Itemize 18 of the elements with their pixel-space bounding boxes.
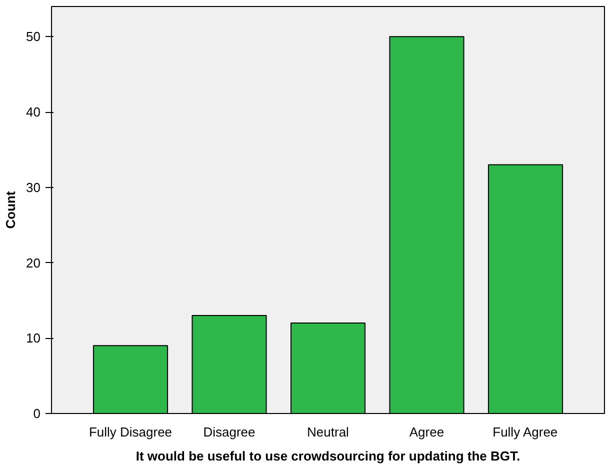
x-tick-label: Neutral xyxy=(307,424,350,440)
bar xyxy=(290,322,366,414)
bar xyxy=(192,315,267,414)
y-tick-label: 10 xyxy=(26,330,41,346)
bar xyxy=(488,164,564,414)
x-tick-label: Fully Agree xyxy=(492,424,558,440)
x-tick-label: Agree xyxy=(409,424,444,440)
y-tick-label: 30 xyxy=(26,180,41,195)
y-tick-label: 20 xyxy=(26,255,41,270)
y-tick-label: 0 xyxy=(33,406,41,421)
y-axis-title: Count xyxy=(3,190,18,229)
bar xyxy=(92,345,168,414)
bar xyxy=(389,36,464,414)
y-tick-label: 40 xyxy=(26,104,41,120)
x-axis-title: It would be useful to use crowdsourcing for updating the BGT. xyxy=(136,448,520,464)
y-tick-label: 50 xyxy=(26,29,41,44)
x-tick-label: Fully Disagree xyxy=(88,424,172,440)
x-tick-label: Disagree xyxy=(203,424,256,440)
